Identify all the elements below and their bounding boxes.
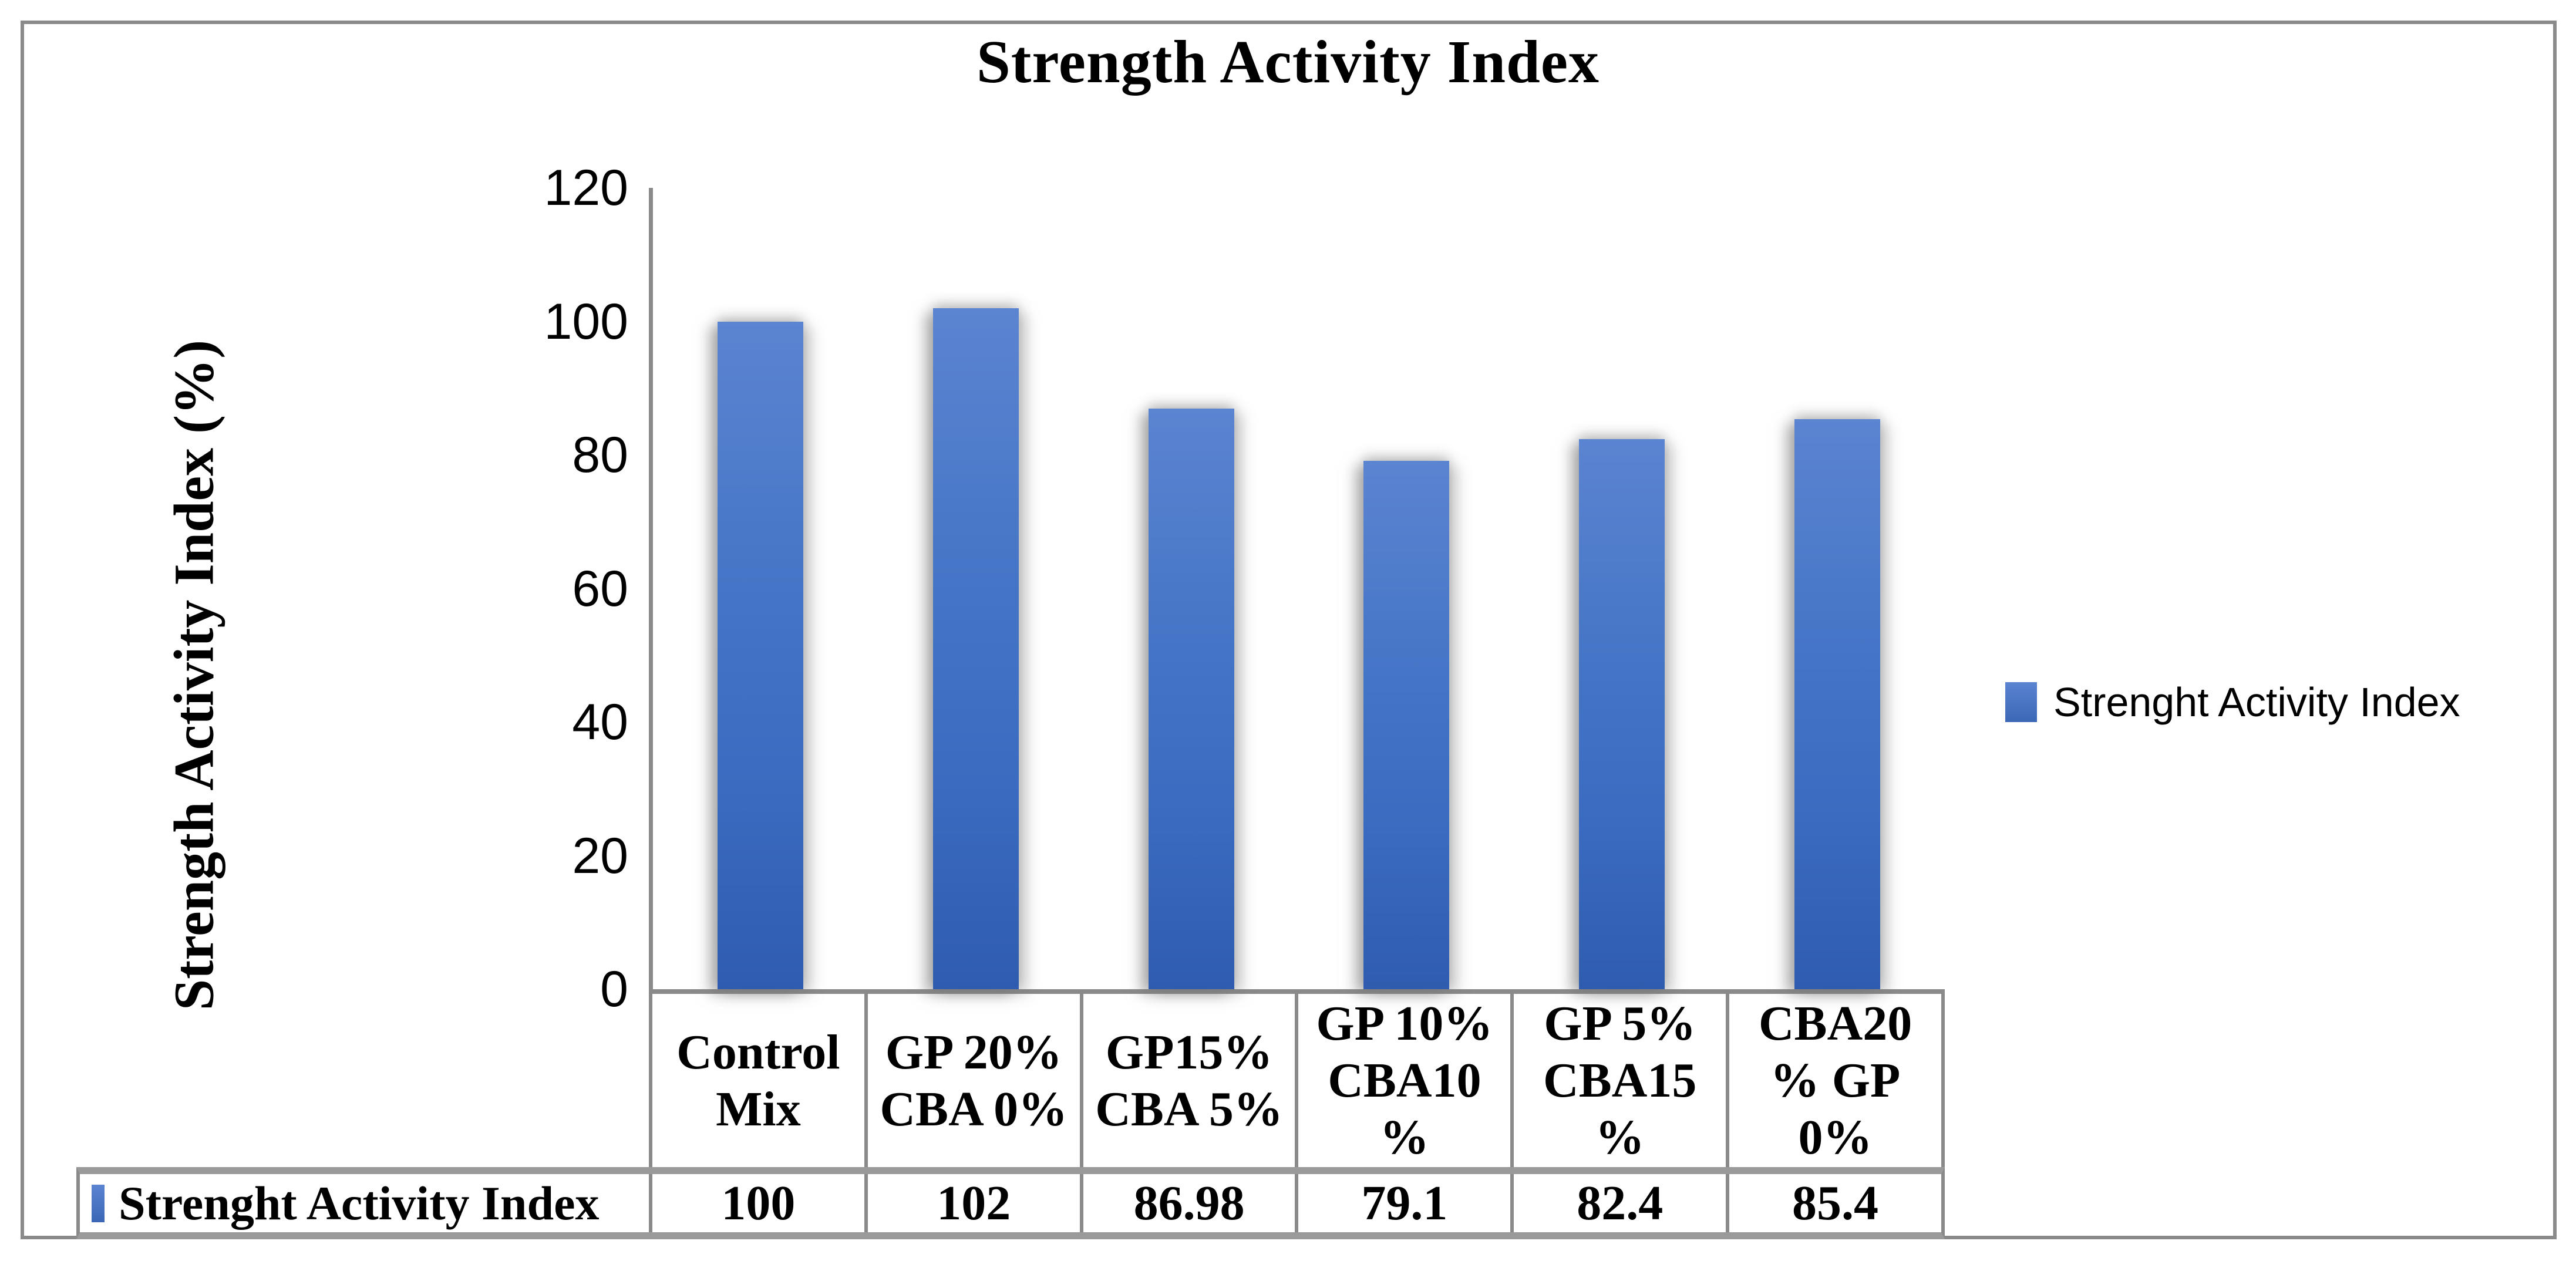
category-label-1: Control Mix bbox=[652, 994, 868, 1167]
y-tick-label: 80 bbox=[572, 427, 628, 483]
value-cell-1: 100 bbox=[652, 1174, 868, 1232]
bar-2 bbox=[933, 308, 1019, 989]
y-tick-label: 0 bbox=[600, 961, 628, 1017]
bar-5 bbox=[1579, 439, 1665, 989]
y-tick-label: 40 bbox=[572, 694, 628, 750]
bar-4 bbox=[1363, 461, 1450, 989]
series-name-label: Strenght Activity Index bbox=[119, 1176, 600, 1230]
category-label-4: GP 10% CBA10 % bbox=[1298, 994, 1514, 1167]
value-cell-4: 79.1 bbox=[1298, 1174, 1514, 1232]
y-tick-label: 20 bbox=[572, 827, 628, 884]
plot-area bbox=[649, 188, 1945, 994]
data-table-row: Strenght Activity Index 100 102 86.98 79.1 8… bbox=[76, 1167, 1945, 1239]
category-axis-row: Control Mix GP 20% CBA 0% GP15% CBA 5% GP 1… bbox=[649, 994, 1945, 1167]
y-tick-label: 120 bbox=[544, 160, 629, 216]
category-label-6: CBA20 % GP 0% bbox=[1758, 996, 1912, 1165]
series-key-icon bbox=[92, 1184, 105, 1222]
category-label-2: GP 20% CBA 0% bbox=[868, 994, 1083, 1167]
value-cell-6: 85.4 bbox=[1792, 1176, 1879, 1230]
chart-title: Strength Activity Index bbox=[976, 28, 1600, 96]
legend-marker-icon bbox=[2005, 682, 2037, 722]
y-tick-label: 60 bbox=[572, 560, 628, 617]
chart-frame bbox=[21, 21, 2557, 1239]
value-cell-3: 86.98 bbox=[1083, 1174, 1299, 1232]
bar-6 bbox=[1794, 419, 1880, 989]
legend: Strenght Activity Index bbox=[2005, 679, 2460, 726]
y-tick-label: 100 bbox=[544, 293, 629, 350]
value-cell-2: 102 bbox=[868, 1174, 1083, 1232]
legend-label: Strenght Activity Index bbox=[2053, 679, 2460, 725]
data-table-row-header: Strenght Activity Index bbox=[80, 1174, 652, 1232]
value-cell-5: 82.4 bbox=[1514, 1174, 1730, 1232]
bar-1 bbox=[718, 321, 804, 989]
category-label-5: GP 5% CBA15 % bbox=[1514, 994, 1730, 1167]
category-label-3: GP15% CBA 5% bbox=[1083, 994, 1299, 1167]
bar-3 bbox=[1148, 408, 1234, 989]
y-axis-title: Strength Activity Index (%) bbox=[162, 339, 225, 1011]
